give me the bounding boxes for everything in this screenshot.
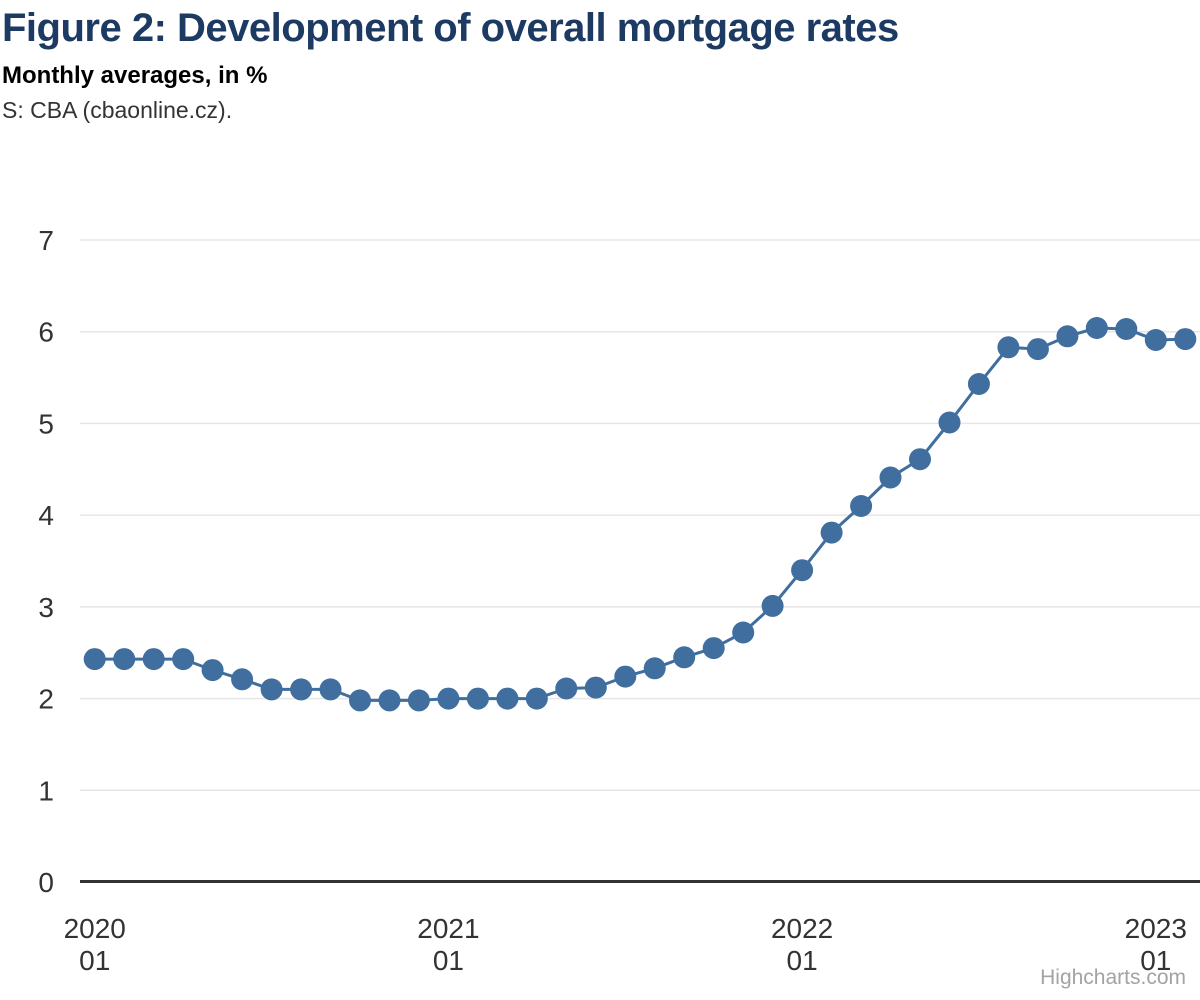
x-axis-label-year: 2023 <box>1125 913 1187 944</box>
x-axis-label-year: 2022 <box>771 913 833 944</box>
y-axis-label: 4 <box>38 500 54 531</box>
data-point-2022-03[interactable] <box>850 495 873 517</box>
data-point-2021-03[interactable] <box>496 687 519 710</box>
x-axis-label-year: 2021 <box>417 913 479 944</box>
y-axis-label: 3 <box>38 592 54 623</box>
data-point-2023-01[interactable] <box>1144 329 1167 351</box>
data-point-2020-01[interactable] <box>83 648 106 671</box>
y-axis-label: 2 <box>38 684 54 715</box>
data-point-2022-10[interactable] <box>1056 325 1079 348</box>
data-point-2020-03[interactable] <box>142 648 165 671</box>
data-point-2020-10[interactable] <box>349 689 371 712</box>
data-point-2020-12[interactable] <box>407 689 430 712</box>
data-point-2021-02[interactable] <box>466 687 489 710</box>
data-point-2020-08[interactable] <box>290 678 313 701</box>
y-axis-label: 1 <box>38 775 54 806</box>
x-axis-label-month: 01 <box>787 945 818 976</box>
y-axis-label: 5 <box>38 408 54 439</box>
data-point-2021-11[interactable] <box>732 621 755 644</box>
x-axis-label-month: 01 <box>433 945 464 976</box>
x-axis-label-month: 01 <box>1140 945 1171 976</box>
data-point-2022-02[interactable] <box>820 521 843 544</box>
chart-source: S: CBA (cbaonline.cz). <box>2 97 233 123</box>
data-point-2021-12[interactable] <box>761 594 784 617</box>
data-point-2020-06[interactable] <box>231 668 254 691</box>
y-axis-label: 0 <box>38 867 54 898</box>
x-axis-label-month: 01 <box>79 945 110 976</box>
data-point-2021-08[interactable] <box>643 657 666 680</box>
data-point-2020-04[interactable] <box>172 648 195 671</box>
series-line <box>93 326 1187 702</box>
data-point-2021-09[interactable] <box>673 646 696 669</box>
data-point-2020-02[interactable] <box>113 648 136 671</box>
data-point-2020-11[interactable] <box>378 689 401 712</box>
data-point-2021-10[interactable] <box>702 637 725 660</box>
data-point-2022-08[interactable] <box>997 336 1020 359</box>
data-point-2022-07[interactable] <box>967 373 990 395</box>
data-point-2021-04[interactable] <box>525 687 548 710</box>
data-point-2022-09[interactable] <box>1026 338 1049 361</box>
y-axis-label: 7 <box>38 225 54 256</box>
data-point-2022-12[interactable] <box>1115 318 1138 340</box>
data-point-2022-05[interactable] <box>909 448 931 471</box>
data-point-2020-09[interactable] <box>319 678 342 701</box>
y-axis-label: 6 <box>38 317 54 348</box>
data-point-2021-07[interactable] <box>614 665 637 688</box>
data-point-2022-01[interactable] <box>791 559 814 582</box>
data-point-2023-02[interactable] <box>1174 328 1197 351</box>
chart-subtitle: Monthly averages, in % <box>2 62 268 89</box>
data-point-2020-05[interactable] <box>201 659 224 682</box>
data-point-2021-06[interactable] <box>584 676 607 699</box>
data-point-2022-04[interactable] <box>879 466 902 489</box>
data-point-2021-01[interactable] <box>437 687 460 710</box>
chart-title: Figure 2: Development of overall mortgag… <box>2 6 899 50</box>
data-point-2022-11[interactable] <box>1085 317 1108 339</box>
data-point-2021-05[interactable] <box>555 677 578 700</box>
data-point-2022-06[interactable] <box>938 411 961 434</box>
x-axis-label-year: 2020 <box>64 913 126 944</box>
highcharts-credit-link[interactable]: Highcharts.com <box>1040 966 1186 989</box>
data-point-2020-07[interactable] <box>260 678 283 701</box>
